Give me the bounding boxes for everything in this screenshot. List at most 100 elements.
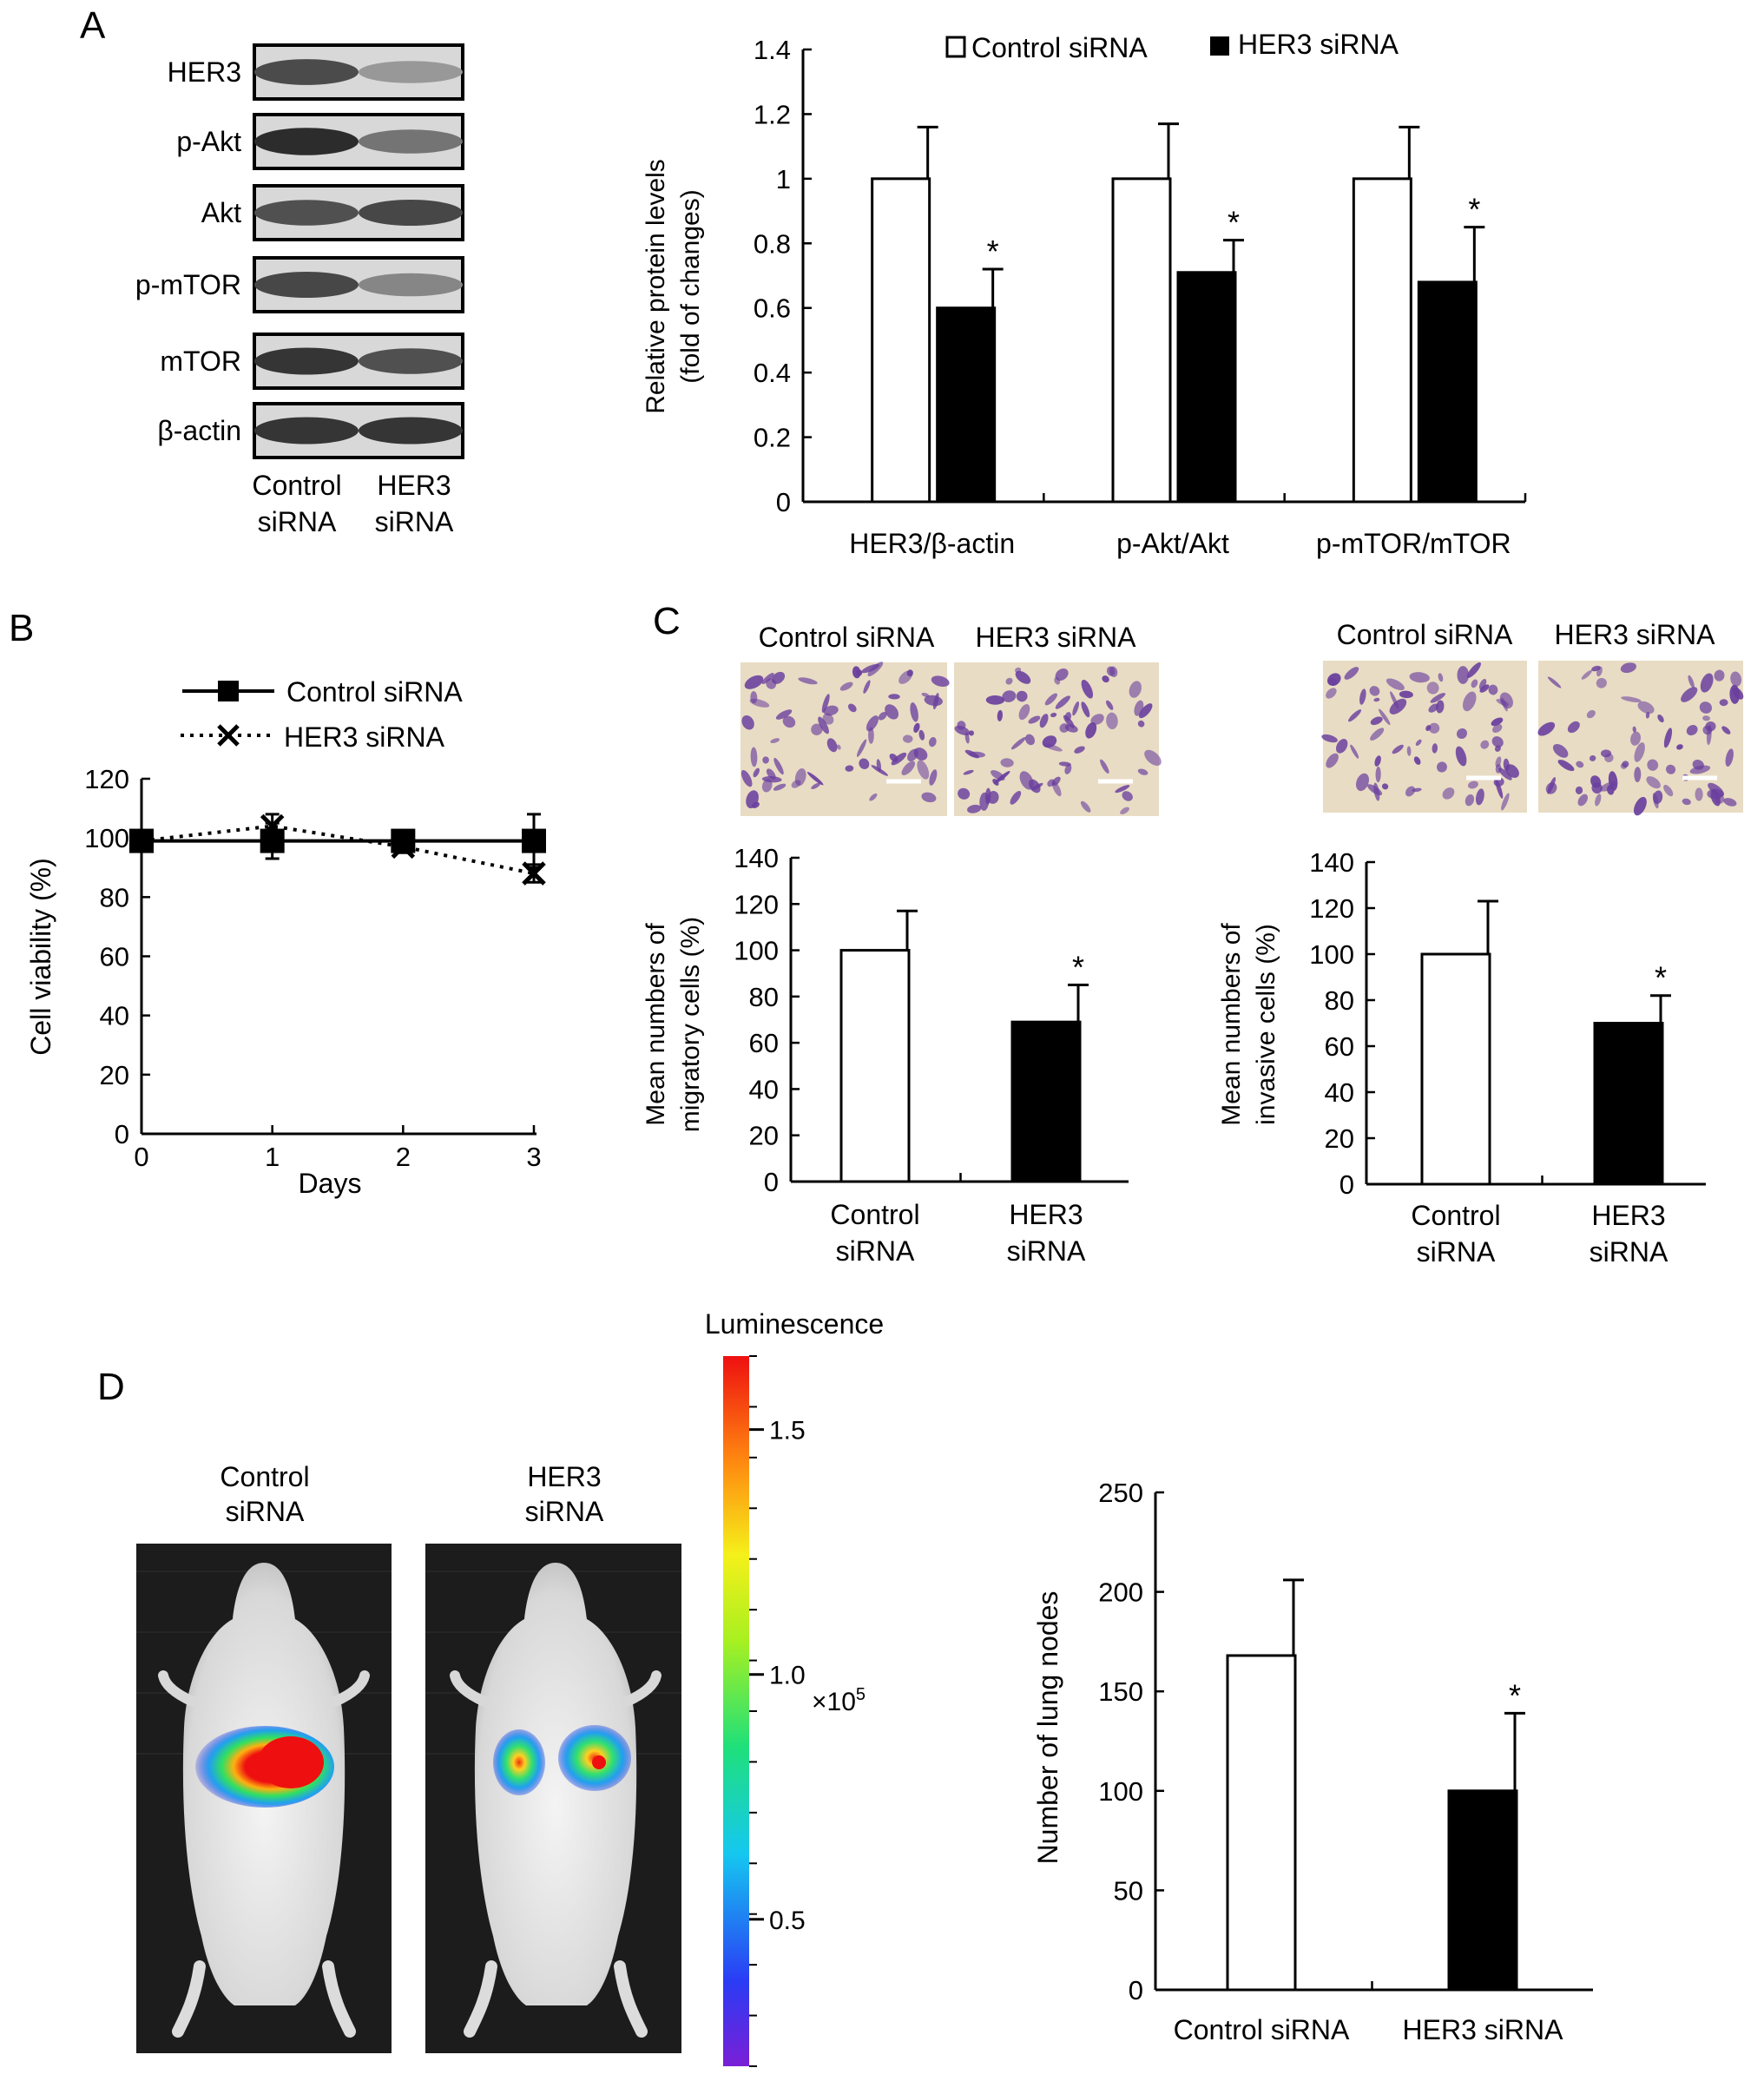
chart-a-ylabel-line1: Relative protein levels	[642, 159, 670, 413]
stained-cell	[1137, 768, 1149, 775]
micrograph-images	[740, 661, 1744, 816]
blot-band	[359, 129, 463, 154]
stained-cell	[1634, 767, 1642, 783]
bar	[1226, 1654, 1297, 1992]
stained-cell	[1386, 678, 1405, 691]
stained-cell	[1102, 675, 1109, 683]
bar	[1593, 1022, 1664, 1186]
stained-cell	[766, 768, 776, 780]
bar	[871, 177, 931, 504]
luminescence-colorbar: Luminescence 1.5 1.0 0.5 ×105	[705, 1308, 884, 2067]
stained-cell	[1428, 722, 1440, 734]
x-tick-label: 1	[265, 1142, 280, 1172]
stained-cell	[761, 673, 774, 685]
stained-cell	[1455, 746, 1467, 767]
mouse-her3-image	[425, 1544, 681, 2053]
stained-cell	[1081, 701, 1090, 718]
bar	[839, 949, 911, 1183]
stained-cell	[1399, 690, 1413, 699]
colorbar-scale-exp: 5	[856, 1685, 866, 1704]
stained-cell	[1024, 734, 1036, 746]
y-tick-label: 0	[1129, 1975, 1143, 2005]
significance-mark: *	[1072, 950, 1084, 985]
y-tick-label: 40	[1325, 1077, 1354, 1108]
y-tick-label: 80	[1325, 985, 1354, 1016]
stained-cell	[1428, 703, 1439, 713]
stained-cell	[1326, 688, 1337, 699]
legend-a-control-swatch	[945, 36, 966, 58]
blot-row-label: mTOR	[160, 346, 241, 377]
stained-cell	[1432, 743, 1438, 754]
x-category-label: HER3	[1591, 1200, 1665, 1231]
x-category-label: siRNA	[1007, 1235, 1086, 1267]
blot-band	[359, 200, 463, 226]
stained-cell	[1129, 681, 1142, 698]
stained-cell	[1630, 731, 1642, 746]
x-category-label: siRNA	[1590, 1236, 1669, 1268]
colorbar-scale: ×105	[812, 1685, 866, 1716]
x-tick-label: 0	[134, 1142, 148, 1172]
y-tick-label: 60	[1325, 1031, 1354, 1062]
stained-cell	[929, 769, 938, 786]
y-tick-label: 120	[84, 764, 129, 794]
stained-cell	[918, 729, 925, 741]
stained-cell	[931, 675, 950, 688]
blot-row: Akt	[201, 184, 464, 241]
stained-cell	[910, 702, 918, 722]
y-tick-label: 20	[749, 1121, 779, 1151]
y-tick-label: 100	[1309, 939, 1354, 970]
y-tick-label: 0.6	[754, 293, 791, 324]
blot-band	[254, 272, 359, 298]
data-point	[522, 861, 546, 886]
blot-band	[359, 348, 463, 374]
x-category-label: Control	[830, 1199, 919, 1230]
stained-cell	[963, 769, 974, 775]
y-tick-label: 0	[776, 487, 791, 517]
x-tick-label: 2	[396, 1142, 411, 1172]
stained-cell	[1074, 746, 1085, 754]
stained-cell	[967, 804, 982, 813]
stained-cell	[1085, 721, 1097, 739]
blot-row: mTOR	[160, 333, 464, 390]
stained-cell	[782, 715, 796, 728]
chart-b-plot: 0 20 40 60 80 100 120 0 1 2 3	[84, 764, 546, 1172]
stained-cell	[766, 678, 777, 689]
stained-cell	[1657, 715, 1664, 723]
stained-cell	[1406, 746, 1412, 756]
blot-row: p-mTOR	[135, 256, 464, 313]
stained-cell	[957, 721, 966, 730]
y-tick-label: 0.2	[754, 423, 791, 453]
y-tick-label: 140	[734, 843, 779, 873]
stained-cell	[770, 738, 780, 744]
stained-cell	[1350, 744, 1359, 759]
blot-band	[359, 273, 463, 297]
legend-b-her3-marker	[217, 724, 240, 747]
stained-cell	[985, 695, 1005, 705]
stained-cell	[852, 666, 861, 679]
significance-mark: *	[987, 234, 999, 269]
x-category-label: siRNA	[836, 1235, 915, 1267]
stained-cell	[1547, 676, 1562, 688]
stained-cell	[1369, 686, 1380, 696]
chart-b: Control siRNA HER3 siRNA Cell viability …	[25, 676, 546, 1199]
stained-cell	[1106, 700, 1114, 710]
stained-cell	[1348, 709, 1362, 722]
legend-b-control-marker	[218, 681, 239, 701]
stained-cell	[867, 662, 884, 676]
y-tick-label: 80	[749, 982, 779, 1012]
blot-band	[254, 200, 359, 226]
stained-cell	[1646, 776, 1661, 789]
data-point	[391, 834, 416, 859]
y-tick-label: 1	[776, 164, 791, 194]
stained-cell	[876, 759, 882, 772]
blot-row-label: p-mTOR	[135, 269, 241, 300]
stained-cell	[1375, 766, 1381, 783]
y-tick-label: 250	[1098, 1478, 1143, 1508]
stained-cell	[1488, 684, 1498, 695]
micrograph	[954, 662, 1162, 816]
stained-cell	[746, 790, 759, 809]
stained-cell	[1050, 712, 1057, 718]
chart-b-ylabel: Cell viability (%)	[25, 858, 56, 1056]
stained-cell	[1436, 761, 1447, 773]
chart-c-migration-ylabel-line1: Mean numbers of	[642, 923, 670, 1126]
